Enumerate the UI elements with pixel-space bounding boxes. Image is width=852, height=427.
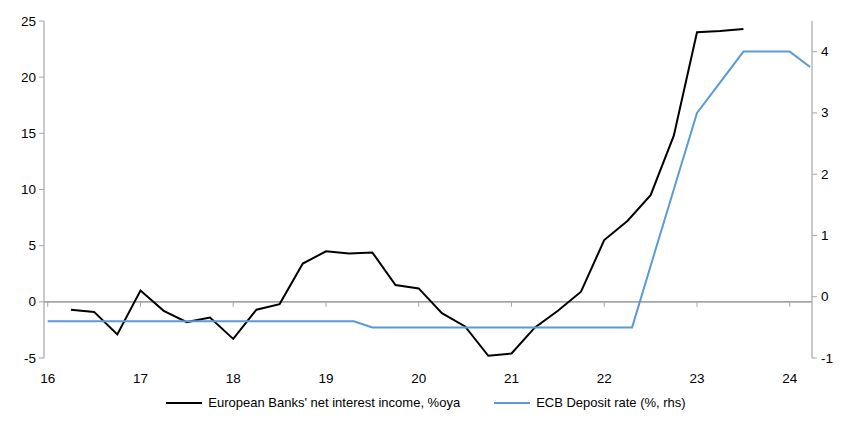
legend-item-nii: European Banks' net interest income, %oy…: [166, 395, 460, 410]
series-line-nii: [71, 29, 744, 356]
nii-legend-label: European Banks' net interest income, %oy…: [208, 395, 460, 410]
left-axis-tick-label: 15: [21, 126, 36, 141]
right-axis-tick-label: 2: [821, 167, 829, 182]
right-axis-tick-label: 4: [821, 44, 829, 59]
left-axis-tick-label: 10: [21, 182, 36, 197]
x-tick-label: 21: [504, 371, 519, 386]
ecb-legend-label: ECB Deposit rate (%, rhs): [536, 395, 686, 410]
right-axis-tick-label: 1: [821, 228, 829, 243]
chart-figure: 1617181920212223242520151050-543210-1 Eu…: [0, 0, 852, 427]
series-line-ecb: [48, 52, 810, 328]
left-axis-tick-label: 20: [21, 70, 36, 85]
legend-item-ecb: ECB Deposit rate (%, rhs): [494, 395, 686, 410]
nii-line-swatch: [166, 402, 202, 404]
x-tick-label: 18: [226, 371, 241, 386]
x-tick-label: 17: [133, 371, 148, 386]
x-tick-label: 24: [782, 371, 798, 386]
right-axis-tick-label: 0: [821, 289, 829, 304]
left-axis-tick-label: 5: [28, 238, 36, 253]
ecb-line-swatch: [494, 402, 530, 404]
x-tick-label: 20: [411, 371, 426, 386]
left-axis-tick-label: 25: [21, 14, 36, 29]
left-axis-tick-label: -5: [24, 351, 36, 366]
x-tick-label: 23: [689, 371, 704, 386]
x-tick-label: 16: [40, 371, 55, 386]
right-axis-tick-label: -1: [821, 351, 833, 366]
x-tick-label: 19: [318, 371, 333, 386]
left-axis-tick-label: 0: [28, 294, 36, 309]
chart-legend: European Banks' net interest income, %oy…: [0, 395, 852, 410]
right-axis-tick-label: 3: [821, 105, 829, 120]
chart-plot: 1617181920212223242520151050-543210-1: [0, 0, 852, 427]
x-tick-label: 22: [597, 371, 612, 386]
